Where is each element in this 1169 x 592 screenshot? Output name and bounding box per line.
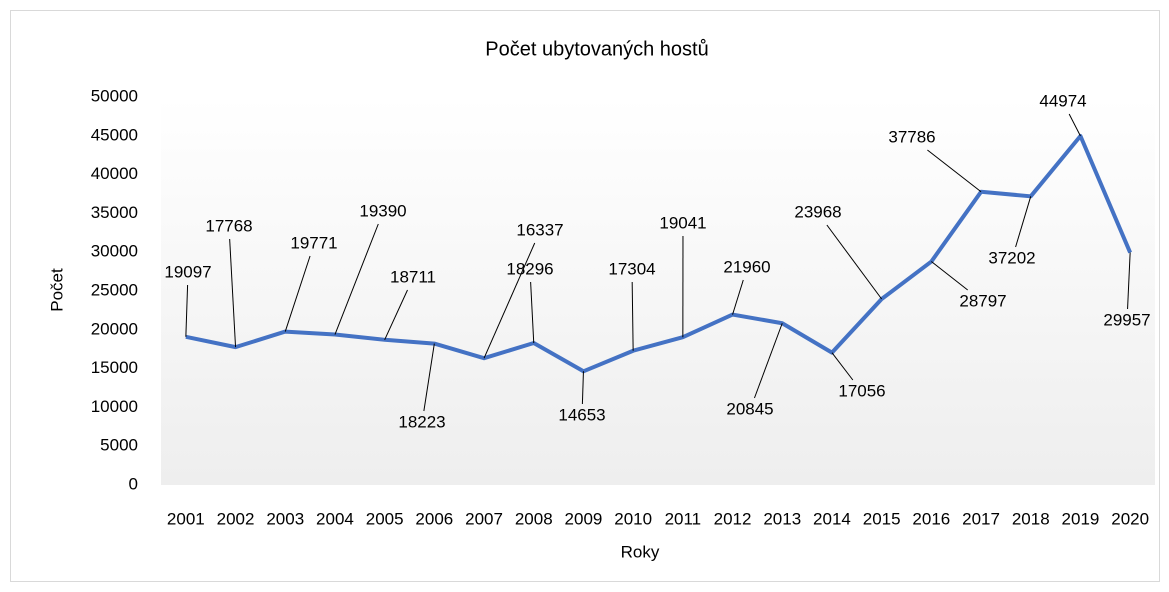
x-tick-label: 2003 bbox=[266, 509, 304, 528]
data-label: 16337 bbox=[516, 220, 563, 239]
y-tick-label: 15000 bbox=[91, 358, 138, 377]
x-tick-label: 2006 bbox=[415, 509, 453, 528]
leader-line bbox=[753, 323, 783, 399]
x-tick-label: 2011 bbox=[665, 509, 702, 528]
data-label: 17056 bbox=[838, 381, 885, 400]
data-label: 17304 bbox=[608, 259, 655, 278]
data-label: 18711 bbox=[390, 267, 436, 286]
leader-line bbox=[483, 242, 536, 359]
x-tick-label: 2019 bbox=[1062, 509, 1100, 528]
leader-line bbox=[1015, 196, 1032, 248]
leader-line bbox=[185, 284, 189, 337]
data-label: 37786 bbox=[888, 127, 935, 146]
x-tick-label: 2004 bbox=[316, 509, 354, 528]
y-tick-label: 5000 bbox=[100, 436, 138, 455]
y-tick-label: 0 bbox=[129, 474, 138, 493]
x-tick-label: 2015 bbox=[863, 509, 901, 528]
leader-line bbox=[334, 223, 379, 335]
x-tick-label: 2007 bbox=[465, 509, 503, 528]
x-tick-label: 2005 bbox=[366, 509, 404, 528]
data-label: 18223 bbox=[398, 412, 445, 431]
y-tick-label: 25000 bbox=[91, 280, 138, 299]
y-tick-label: 50000 bbox=[91, 86, 138, 105]
leader-line bbox=[732, 279, 744, 315]
x-tick-label: 2001 bbox=[167, 509, 205, 528]
x-tick-label: 2018 bbox=[1012, 509, 1050, 528]
leader-line bbox=[581, 371, 584, 405]
leader-line bbox=[826, 224, 883, 300]
x-tick-label: 2016 bbox=[912, 509, 950, 528]
x-tick-label: 2010 bbox=[614, 509, 652, 528]
leader-line bbox=[831, 352, 854, 381]
x-tick-label: 2013 bbox=[763, 509, 801, 528]
data-label: 19041 bbox=[659, 213, 706, 232]
leader-line bbox=[927, 149, 982, 193]
leader-line bbox=[423, 343, 435, 412]
data-label: 37202 bbox=[988, 248, 1035, 267]
x-tick-label: 2020 bbox=[1111, 509, 1149, 528]
leader-line bbox=[931, 261, 968, 291]
data-label: 17768 bbox=[205, 216, 252, 235]
plot-area bbox=[161, 97, 1155, 485]
chart-title: Počet ubytovaných hostů bbox=[485, 38, 708, 60]
data-label: 23968 bbox=[794, 202, 841, 221]
x-tick-label: 2017 bbox=[962, 509, 1000, 528]
y-tick-label: 30000 bbox=[91, 242, 138, 261]
x-tick-label: 2008 bbox=[515, 509, 553, 528]
data-label: 19097 bbox=[164, 262, 211, 281]
leader-line bbox=[1068, 113, 1081, 137]
leader-line bbox=[384, 289, 408, 341]
data-label: 19771 bbox=[290, 233, 337, 252]
leader-line bbox=[229, 238, 237, 348]
y-tick-label: 20000 bbox=[91, 319, 138, 338]
y-tick-label: 40000 bbox=[91, 164, 138, 183]
leader-line bbox=[631, 281, 634, 351]
leader-line bbox=[530, 281, 535, 344]
x-tick-label: 2014 bbox=[813, 509, 851, 528]
data-label: 19390 bbox=[359, 201, 406, 220]
data-label: 29957 bbox=[1103, 310, 1150, 329]
x-tick-label: 2012 bbox=[714, 509, 752, 528]
data-label: 21960 bbox=[723, 257, 770, 276]
data-label: 14653 bbox=[558, 405, 605, 424]
y-tick-label: 10000 bbox=[91, 397, 138, 416]
data-label: 28797 bbox=[959, 291, 1006, 310]
x-axis-label: Roky bbox=[621, 542, 660, 561]
data-label: 44974 bbox=[1039, 91, 1086, 110]
x-tick-label: 2002 bbox=[217, 509, 255, 528]
data-line bbox=[185, 134, 1132, 374]
y-axis-label: Počet bbox=[47, 268, 66, 312]
data-label: 20845 bbox=[726, 399, 773, 418]
y-tick-label: 35000 bbox=[91, 203, 138, 222]
x-tick-label: 2009 bbox=[565, 509, 603, 528]
leader-line bbox=[1127, 252, 1131, 310]
y-tick-label: 45000 bbox=[91, 125, 138, 144]
data-label: 18296 bbox=[506, 259, 553, 278]
leader-line bbox=[284, 255, 311, 332]
